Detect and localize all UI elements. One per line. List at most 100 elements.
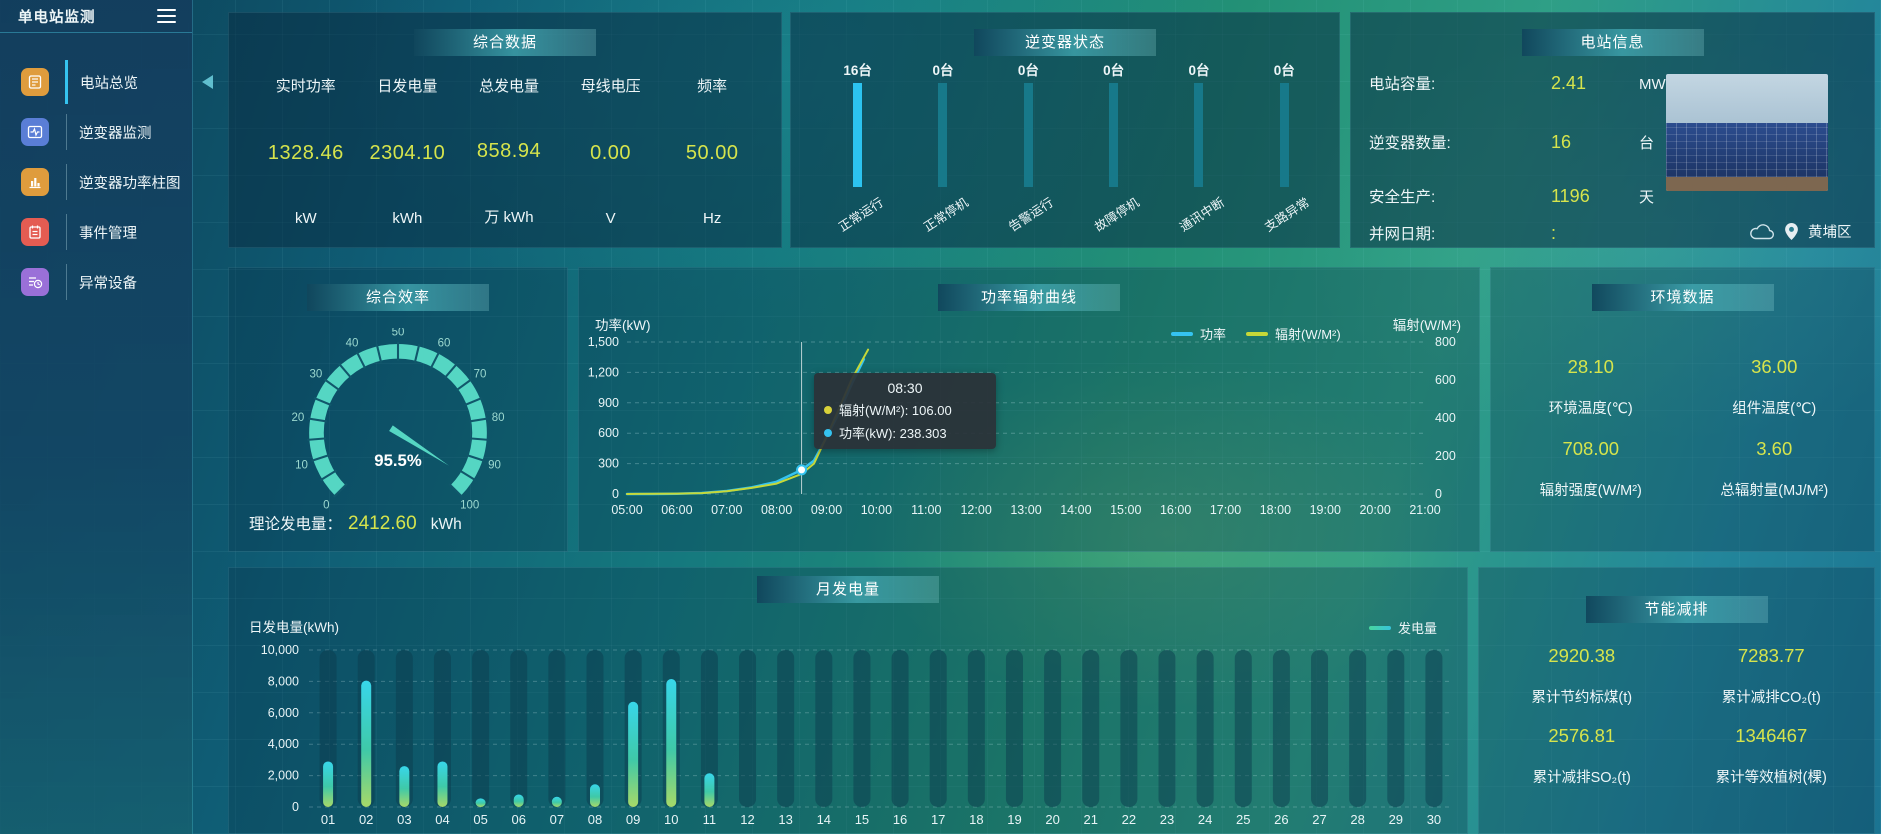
panel-title-efficiency: 综合效率 — [307, 284, 489, 311]
tooltip-text: 功率(kW): 238.303 — [839, 426, 947, 441]
location-pin-icon[interactable] — [1785, 223, 1798, 240]
bar-shadow — [586, 650, 604, 807]
x-axis-tick: 14 — [817, 812, 831, 827]
gauge-tick-label: 60 — [438, 338, 451, 350]
inverter-bar — [1109, 83, 1119, 187]
menu-item-rail — [66, 164, 67, 200]
sidebar-item-4[interactable]: 异常设备 — [0, 257, 192, 307]
inverter-bar-wrap — [1023, 83, 1033, 189]
efficiency-gauge[interactable]: 0 10 20 30 40 50 60 70 80 90 100 95.5% — [283, 328, 513, 527]
x-axis-tick: 19:00 — [1310, 503, 1341, 517]
gauge-tick — [458, 469, 477, 482]
metric-label: 母线电压 — [580, 78, 641, 95]
bar — [399, 766, 410, 807]
monthly-legend[interactable]: 发电量 — [1368, 618, 1437, 637]
x-axis-tick: 15:00 — [1110, 503, 1141, 517]
inverter-status-column-3: 0台故障停机 — [1071, 59, 1156, 245]
inverter-count: 0台 — [1103, 63, 1125, 78]
inverter-status-label: 故障停机 — [1091, 195, 1142, 235]
bar-shadow — [395, 650, 413, 807]
env-metric-label-3: 总辐射量(MJ/M²) — [1720, 483, 1829, 499]
x-axis-tick: 12:00 — [960, 503, 991, 517]
bar-shadow — [1425, 650, 1443, 807]
environment-metrics: 28.10 36.00 环境温度(℃) 组件温度(℃) 708.00 3.60 辐射强度(W… — [1499, 346, 1866, 510]
x-axis-tick: 21:00 — [1409, 503, 1440, 517]
x-axis-tick: 04 — [435, 812, 449, 827]
station-row-unit: 天 — [1639, 189, 1655, 206]
x-axis-tick: 18 — [969, 812, 983, 827]
metric-label: 日发电量 — [377, 78, 438, 95]
panel-station-info: 电站信息 电站容量: 2.41 MW 逆变器数量: 16 台安全生产: 1196 天并网日期:… — [1350, 12, 1875, 248]
x-axis-tick: 26 — [1274, 812, 1288, 827]
metric-unit: Hz — [703, 210, 722, 227]
sidebar-item-2[interactable]: 逆变器功率柱图 — [0, 157, 192, 207]
bar-shadow — [1272, 650, 1290, 807]
metric-unit: kWh — [392, 210, 423, 227]
legend-item-radiation[interactable]: 辐射(W/M²) — [1246, 324, 1341, 343]
bar-shadow — [1387, 650, 1405, 807]
power-chart-legend: 功率 辐射(W/M²) — [1171, 324, 1341, 343]
gauge-tick — [466, 454, 485, 462]
inverter-bar — [1023, 83, 1033, 187]
inverter-status-label: 正常停机 — [921, 195, 971, 235]
station-location[interactable]: 黄埔区 — [1808, 225, 1852, 241]
gauge-tick — [448, 482, 464, 498]
x-axis-tick: 16 — [893, 812, 907, 827]
x-axis-tick: 08:00 — [761, 503, 792, 517]
gauge-tick-label: 20 — [291, 412, 304, 424]
x-axis-tick: 10:00 — [861, 503, 892, 517]
inverter-status-column-2: 0台 告警运行 — [986, 59, 1071, 245]
saving-metric-label-2: 累计减排SO₂(t) — [1532, 769, 1631, 786]
bar — [551, 796, 562, 807]
sidebar-item-3[interactable]: 事件管理 — [0, 207, 192, 257]
x-axis-tick: 28 — [1350, 812, 1364, 827]
gauge-tick-label: 30 — [310, 368, 323, 380]
hamburger-menu-icon[interactable] — [155, 5, 178, 27]
sidebar-item-1[interactable]: 逆变器监测 — [0, 107, 192, 157]
sidebar-item-label: 电站总览 — [80, 75, 138, 92]
x-axis-tick: 17 — [931, 812, 945, 827]
theory-generation-value: 2412.60 — [348, 513, 417, 534]
x-axis-tick: 08 — [588, 812, 602, 827]
monthly-generation-chart[interactable]: 0 2,000 4,000 6,000 8,000 10,000 01 02 03 04 05 06 0… — [237, 632, 1461, 830]
y-axis-tick: 10,000 — [261, 643, 299, 657]
panel-title-power-radiation: 功率辐射曲线 — [938, 284, 1120, 311]
weather-cloud-icon[interactable] — [1749, 223, 1775, 240]
gauge-tick-label: 100 — [460, 500, 479, 512]
metric-label: 频率 — [697, 78, 728, 95]
panel-environment: 环境数据 28.10 36.00 环境温度(℃) 组件温度(℃) 708.00 3.60 辐… — [1490, 267, 1875, 552]
x-axis-tick: 10 — [664, 812, 678, 827]
summary-metric-2: 总发电量 858.94 万 kWh — [458, 75, 560, 227]
sidebar-collapse-arrow-icon[interactable] — [202, 75, 213, 89]
inverter-count: 16台 — [843, 63, 872, 78]
overview-doc-icon — [21, 68, 49, 96]
sidebar-item-label: 事件管理 — [79, 225, 137, 242]
tooltip-time: 08:30 — [887, 380, 923, 396]
sidebar-item-label: 逆变器功率柱图 — [79, 175, 181, 192]
inverter-bar-wrap — [853, 83, 863, 189]
chart-tooltip: 08:30 辐射(W/M²): 106.00 功率(kW): 238.303 — [814, 373, 996, 449]
summary-metric-3: 母线电压 0.00 V — [560, 75, 662, 227]
power-bars-icon — [21, 168, 49, 196]
inverter-bar-wrap — [1279, 83, 1289, 189]
x-axis-tick: 17:00 — [1210, 503, 1241, 517]
x-axis-tick: 18:00 — [1260, 503, 1291, 517]
x-axis-tick: 02 — [359, 812, 373, 827]
panel-inverter-status: 逆变器状态 16台 正常运行 0台 正常停机 0台 告警运行 0台 故障停机 0台 通讯中断 0台支… — [790, 12, 1340, 248]
x-axis-tick: 11 — [703, 812, 717, 827]
menu-item-rail — [66, 214, 67, 250]
x-axis-tick: 23 — [1160, 812, 1174, 827]
sidebar-item-0[interactable]: 电站总览 — [0, 57, 192, 107]
x-axis-tick: 16:00 — [1160, 503, 1191, 517]
station-row-label: 并网日期: — [1369, 226, 1436, 243]
bar-shadow — [891, 650, 909, 807]
tooltip-series-dot — [824, 428, 832, 437]
y-axis-tick: 2,000 — [268, 769, 299, 783]
inverter-count: 0台 — [1017, 63, 1039, 78]
bar-shadow — [1158, 650, 1176, 807]
x-axis-tick: 01 — [321, 812, 335, 827]
gauge-tick — [307, 437, 327, 441]
power-radiation-chart[interactable]: 0 300 600 900 1,200 1,500 0 200 400 600 800 05:00 06… — [587, 334, 1473, 546]
legend-item-power[interactable]: 功率 — [1171, 324, 1226, 343]
x-axis-tick: 09:00 — [811, 503, 842, 517]
